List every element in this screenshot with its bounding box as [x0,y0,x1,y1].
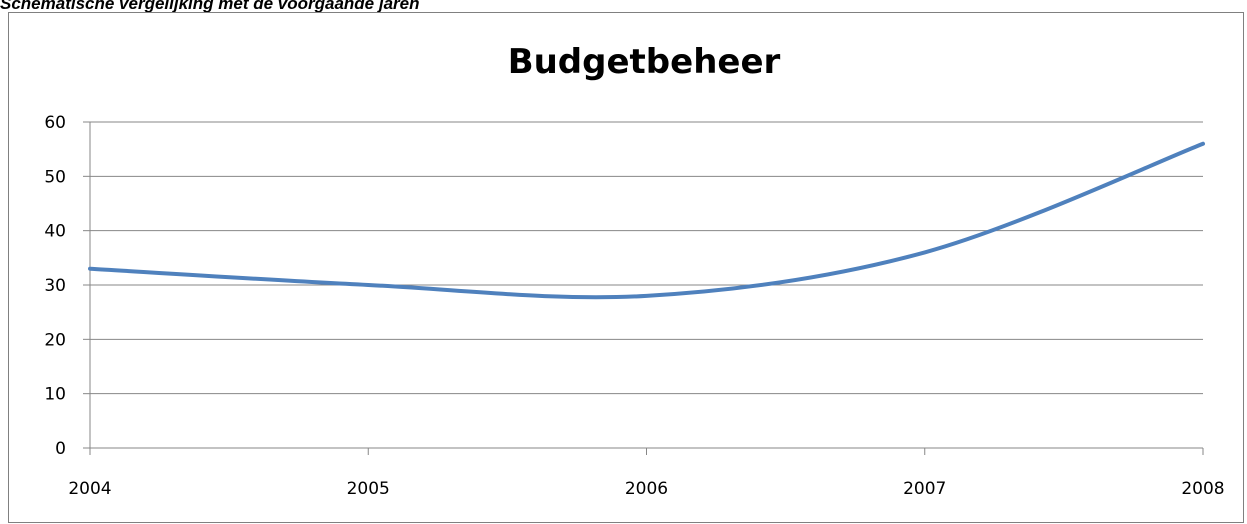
x-tick-label: 2006 [625,479,668,499]
y-tick-label: 30 [44,276,66,296]
gridlines [90,121,1203,395]
chart-title: Budgetbeheer [508,42,781,82]
y-tick-label: 50 [44,167,66,187]
y-tick-label: 0 [55,439,66,459]
series-layer [88,141,1205,300]
y-tick-label: 60 [44,113,66,133]
x-tick-label: 2008 [1181,479,1224,499]
x-tick-label: 2004 [68,479,111,499]
x-tick-label: 2007 [903,479,946,499]
y-tick-label: 20 [44,330,66,350]
y-tick-label: 40 [44,222,66,242]
chart-frame [8,12,1244,523]
y-tick-label: 10 [44,385,66,405]
chart-caption: Schematische vergelijking met de voorgaa… [0,0,420,13]
series-line [88,141,1205,300]
y-axis-tick-labels: 0 10 20 30 40 50 60 [44,113,66,459]
x-axis-tick-labels: 2004 2005 2006 2007 2008 [68,479,1224,499]
axes [83,121,1204,455]
x-tick-label: 2005 [347,479,390,499]
